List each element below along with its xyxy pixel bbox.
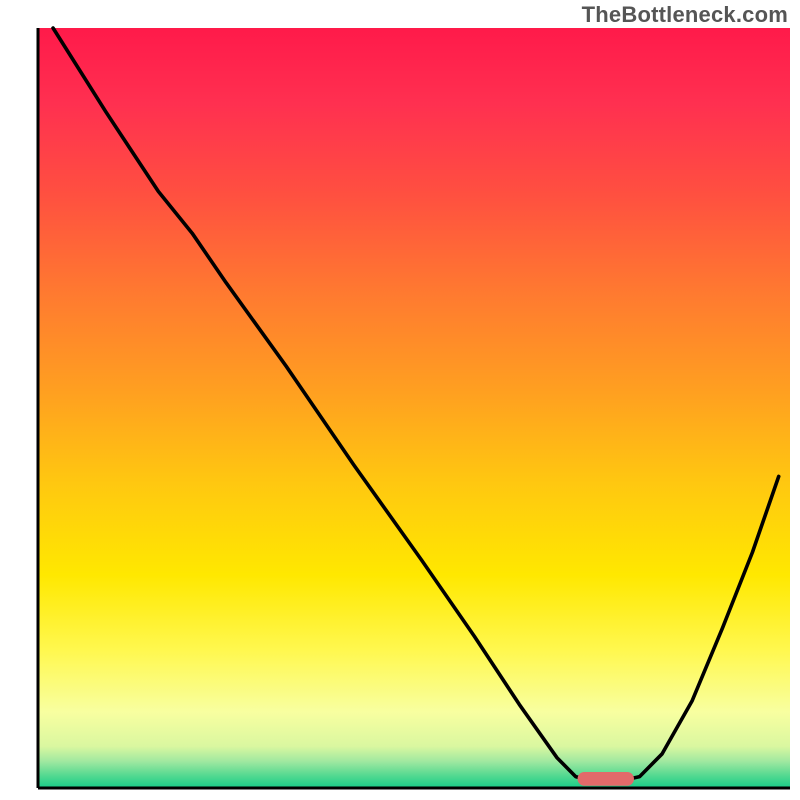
watermark-text: TheBottleneck.com (582, 2, 788, 28)
gradient-background (38, 28, 790, 788)
chart-root: TheBottleneck.com (0, 0, 800, 800)
optimal-marker (578, 772, 634, 786)
chart-svg (0, 0, 800, 800)
